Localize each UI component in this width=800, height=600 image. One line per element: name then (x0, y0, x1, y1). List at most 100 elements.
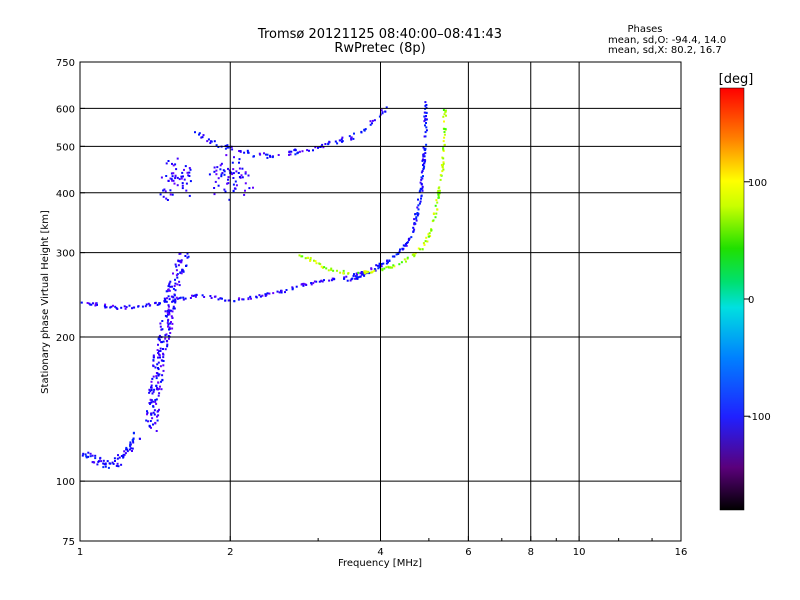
data-point (244, 172, 247, 175)
data-point (149, 398, 152, 401)
data-point (250, 297, 252, 300)
data-point (360, 271, 363, 274)
data-point (353, 132, 355, 135)
data-point (113, 457, 116, 460)
data-point (332, 269, 335, 272)
grid-lines (80, 62, 681, 541)
data-point (96, 303, 98, 306)
data-point (171, 322, 174, 325)
data-point (174, 263, 177, 266)
data-point (247, 151, 249, 154)
data-point (146, 410, 148, 413)
data-point (280, 289, 283, 292)
data-point (392, 264, 395, 267)
data-point (131, 307, 133, 310)
data-point (271, 156, 274, 159)
data-point (423, 165, 426, 168)
data-point (146, 411, 149, 414)
data-point (412, 226, 415, 229)
data-point (157, 381, 160, 384)
data-point (217, 146, 220, 148)
data-point (417, 204, 420, 207)
data-point (375, 264, 378, 267)
data-point (258, 152, 261, 155)
x-tick-label: 8 (528, 547, 534, 558)
data-point (402, 244, 405, 247)
data-point (386, 260, 388, 263)
data-point (343, 277, 345, 280)
data-point (159, 193, 162, 196)
data-point (422, 153, 425, 156)
data-point (424, 124, 426, 127)
data-point (171, 300, 174, 303)
y-tick-label: 400 (56, 189, 75, 200)
data-point (173, 182, 176, 185)
data-point (160, 388, 163, 391)
data-point (243, 151, 246, 154)
data-point (302, 284, 305, 287)
data-point (264, 293, 267, 296)
data-point (268, 292, 271, 295)
data-point (249, 295, 252, 298)
data-point (441, 165, 444, 168)
data-point (233, 300, 236, 303)
data-point (131, 450, 133, 452)
data-point (93, 461, 96, 464)
y-axis: 75 100 200 300 400 500 600 750 (56, 58, 85, 548)
data-point (365, 271, 368, 274)
data-point (425, 111, 428, 114)
data-point (169, 327, 172, 330)
data-point (424, 240, 427, 243)
data-point (144, 305, 147, 308)
data-point (233, 156, 235, 159)
data-point (381, 112, 384, 115)
data-point (350, 136, 353, 139)
data-point (422, 155, 425, 158)
data-point (219, 297, 222, 300)
data-point (340, 138, 343, 141)
data-point (188, 167, 191, 169)
data-point (334, 140, 337, 143)
data-point (156, 415, 158, 418)
data-point (330, 267, 333, 270)
data-point (171, 285, 173, 288)
data-point (443, 144, 446, 147)
data-point (182, 270, 185, 273)
data-point (416, 212, 419, 215)
data-point (425, 118, 428, 121)
data-point (149, 304, 152, 307)
data-point (305, 284, 308, 286)
data-point (120, 306, 123, 309)
data-point (393, 265, 396, 268)
data-point (158, 353, 160, 356)
data-point (167, 285, 170, 288)
data-point (173, 307, 176, 310)
data-point (382, 262, 385, 265)
data-point (422, 158, 424, 161)
data-point (442, 168, 445, 171)
data-point (209, 140, 212, 143)
data-point (182, 175, 184, 178)
x-tick-label: 6 (465, 547, 471, 558)
data-point (291, 286, 294, 289)
data-point (162, 348, 164, 350)
data-point (158, 334, 161, 337)
data-point (162, 364, 165, 367)
data-point (364, 128, 367, 131)
data-point (244, 171, 247, 174)
data-point (160, 380, 162, 383)
data-point (320, 265, 323, 268)
data-point (200, 136, 203, 139)
data-point (166, 199, 169, 201)
data-point (102, 462, 105, 465)
data-point (302, 282, 305, 285)
data-point (82, 452, 85, 455)
data-point (157, 388, 159, 391)
data-point (263, 152, 265, 155)
data-point (154, 399, 157, 401)
data-point (406, 241, 409, 244)
data-point (414, 213, 417, 216)
data-point (421, 177, 424, 180)
data-point (152, 400, 155, 403)
data-point (420, 197, 422, 200)
